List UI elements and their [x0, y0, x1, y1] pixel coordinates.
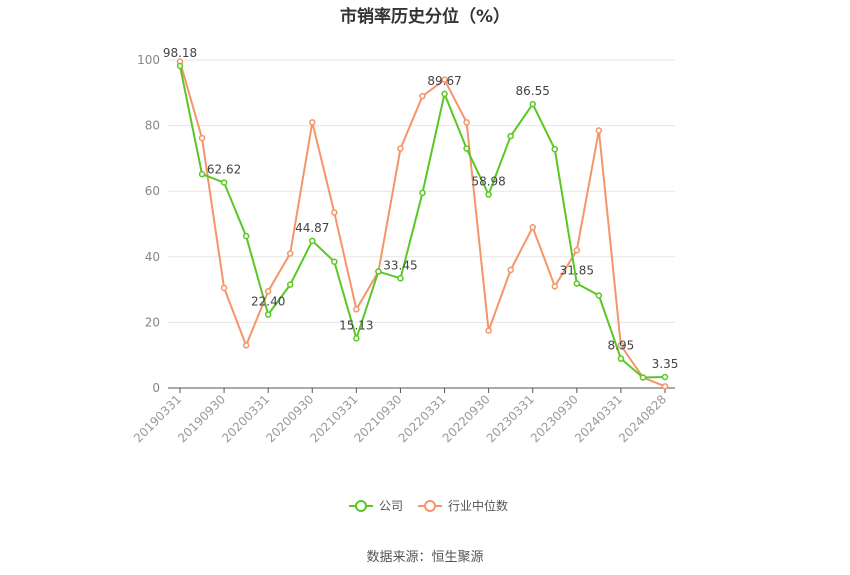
- data-point: [353, 306, 360, 313]
- data-point: [198, 134, 206, 142]
- series-line-1: [179, 61, 666, 388]
- data-point: [463, 145, 470, 152]
- data-point: [176, 62, 184, 70]
- data-point: [463, 119, 470, 126]
- data-point: [264, 287, 272, 295]
- axes: 0204060801002019033120190930202003312020…: [131, 53, 675, 445]
- data-label: 58.98: [471, 175, 505, 189]
- y-tick-label: 60: [145, 184, 160, 198]
- y-tick-label: 100: [137, 53, 160, 67]
- data-point: [551, 283, 559, 290]
- y-tick-label: 80: [145, 119, 160, 133]
- data-point: [617, 342, 625, 349]
- data-point: [529, 224, 536, 231]
- data-point: [529, 100, 536, 108]
- data-point: [353, 335, 360, 342]
- data-label: 22.40: [251, 295, 285, 309]
- data-point: [331, 209, 338, 216]
- data-point: [397, 145, 404, 152]
- data-labels: 98.18 62.62 22.40 44.87 15.13 33.45 89.67 58.98…: [163, 46, 679, 371]
- data-point: [595, 127, 603, 134]
- source-note: 数据来源：恒生聚源: [366, 550, 484, 565]
- data-label: 33.45: [383, 258, 417, 272]
- data-point: [661, 373, 669, 381]
- data-label: 3.35: [652, 357, 679, 371]
- data-point: [309, 237, 316, 245]
- x-tick-label: 20240828: [616, 392, 669, 445]
- data-point: [220, 284, 228, 292]
- data-point: [661, 383, 669, 390]
- data-point: [441, 76, 448, 83]
- data-point: [198, 170, 206, 178]
- data-point: [264, 311, 272, 318]
- legend: 公司 行业中位数: [349, 498, 508, 513]
- data-point: [441, 90, 448, 98]
- data-point: [617, 355, 625, 362]
- data-point: [507, 132, 514, 140]
- data-point: [573, 246, 581, 254]
- chart-title: 市销率历史分位（%）: [339, 7, 511, 27]
- data-label: 62.62: [207, 163, 241, 177]
- data-point: [286, 281, 294, 288]
- data-label: 98.18: [163, 46, 197, 60]
- data-label: 86.55: [516, 84, 550, 98]
- legend-marker-0: [355, 500, 367, 512]
- data-point: [331, 258, 338, 265]
- data-label: 44.87: [295, 221, 329, 235]
- data-point: [639, 374, 647, 381]
- data-point: [309, 119, 316, 126]
- data-label: 31.85: [560, 264, 594, 278]
- data-point: [573, 280, 581, 287]
- data-point: [551, 145, 559, 153]
- data-point: [595, 292, 603, 299]
- series-lines: [179, 61, 666, 388]
- data-label: 15.13: [339, 318, 373, 332]
- data-label: 89.67: [427, 74, 461, 88]
- legend-marker-1: [424, 500, 436, 512]
- data-point: [242, 232, 250, 240]
- data-point: [242, 342, 250, 349]
- data-points: [176, 58, 669, 390]
- data-point: [485, 191, 492, 198]
- data-label: 8.95: [608, 339, 635, 353]
- data-point: [485, 327, 492, 334]
- legend-label-0: 公司: [379, 499, 403, 513]
- y-tick-label: 0: [152, 381, 160, 395]
- legend-label-1: 行业中位数: [448, 498, 508, 513]
- data-point: [419, 189, 426, 197]
- y-tick-label: 20: [145, 315, 160, 329]
- data-point: [397, 275, 404, 282]
- data-point: [220, 179, 228, 186]
- data-point: [507, 266, 514, 274]
- y-tick-label: 40: [145, 250, 160, 264]
- data-point: [286, 250, 294, 257]
- data-point: [419, 92, 426, 100]
- data-point: [375, 268, 382, 275]
